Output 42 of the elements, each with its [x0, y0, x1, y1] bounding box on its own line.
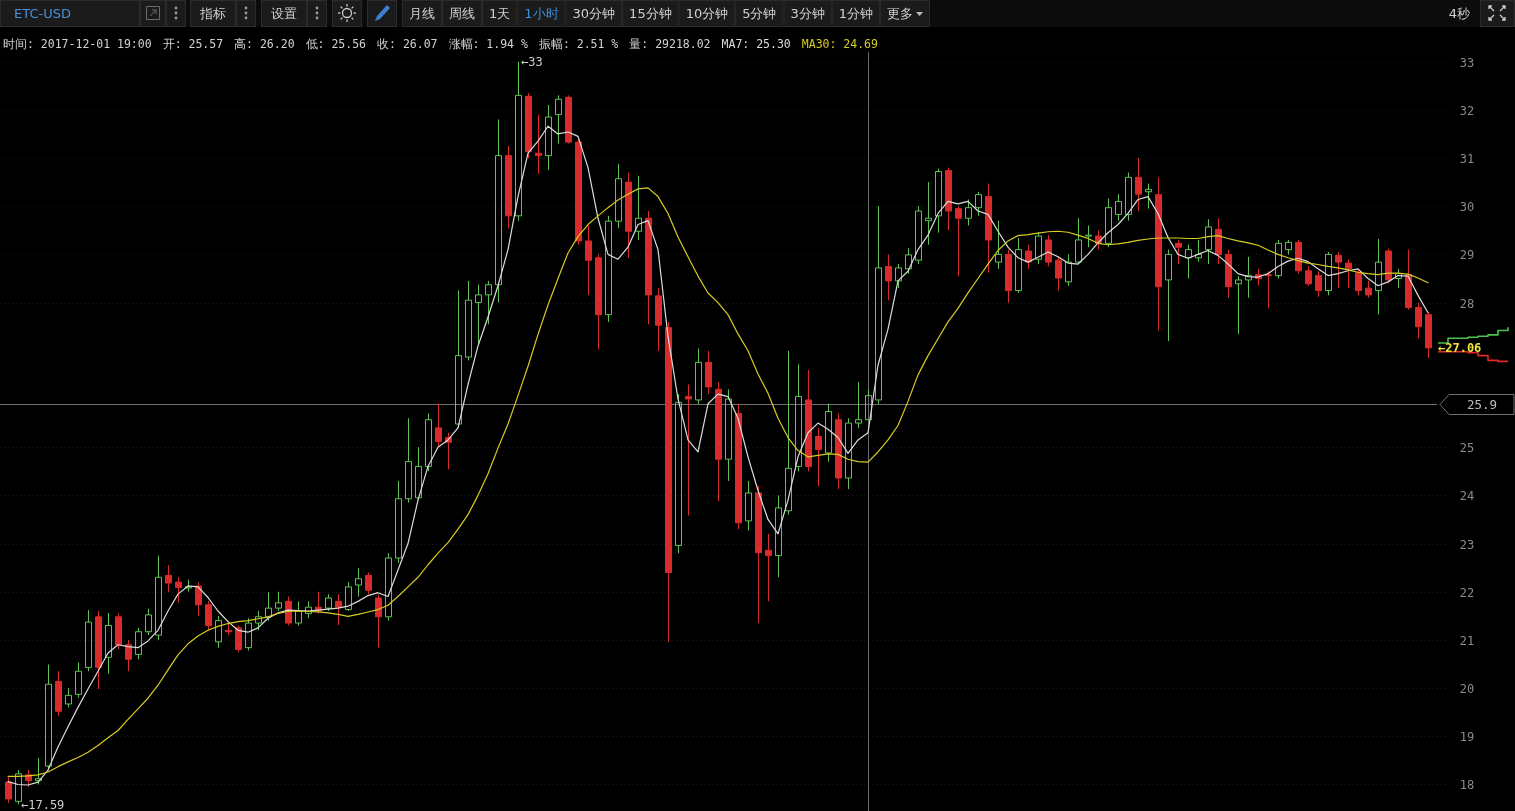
toolbar-button: 3分钟	[783, 0, 832, 27]
toolbar-button: 周线	[442, 0, 482, 27]
toolbar-button: 设置	[261, 0, 307, 27]
info-text: 高: 26.20	[234, 37, 295, 51]
info-text: 开: 25.57	[162, 37, 224, 51]
chart-title: ETC-USD	[14, 6, 71, 21]
toolbar-button: 月线	[402, 0, 442, 27]
ref-line-label: 25.9	[1466, 397, 1498, 412]
toolbar-button: 10分钟	[678, 0, 736, 27]
info-text: 低: 25.56	[305, 37, 367, 51]
toolbar-button: 指标	[190, 0, 236, 27]
status-text: 4秒	[1448, 6, 1470, 21]
y-tick-label: 23	[1459, 538, 1475, 552]
y-tick-label: 24	[1459, 489, 1475, 503]
y-tick-label: 32	[1459, 104, 1475, 118]
toolbar-button: 1分钟	[831, 0, 881, 27]
info-text: 量: 29218.02	[629, 37, 711, 51]
info-text: 收: 26.07	[377, 37, 438, 51]
data-label: ←17.59	[21, 797, 65, 811]
y-tick-label: 33	[1459, 56, 1475, 70]
y-tick-label: 30	[1459, 200, 1475, 214]
toolbar-button: 30分钟	[565, 0, 623, 27]
y-tick-label: 31	[1459, 152, 1475, 166]
toolbar-button: 1小时	[517, 0, 566, 27]
info-text: 时间: 2017-12-01 19:00	[3, 37, 152, 51]
y-tick-label: 21	[1459, 634, 1475, 648]
info-text: MA7: 25.30	[721, 37, 791, 51]
toolbar-button: 15分钟	[622, 0, 679, 27]
y-tick-label: 19	[1459, 730, 1475, 744]
y-tick-label: 18	[1459, 778, 1475, 792]
toolbar-button: 1天	[482, 0, 518, 27]
toolbar-button: 5分钟	[735, 0, 784, 27]
y-tick-label: 25	[1459, 441, 1475, 455]
y-tick-label: 28	[1459, 297, 1475, 311]
info-text: MA30: 24.69	[801, 37, 878, 51]
y-tick-label: 29	[1459, 248, 1475, 262]
y-tick-label: 20	[1459, 682, 1475, 696]
info-text: 振幅: 2.51 %	[538, 37, 619, 51]
data-label: ←33	[521, 55, 543, 70]
toolbar-button: 更多	[880, 0, 931, 27]
y-tick-label: 22	[1459, 586, 1475, 600]
info-text: 涨幅: 1.94 %	[448, 37, 528, 51]
